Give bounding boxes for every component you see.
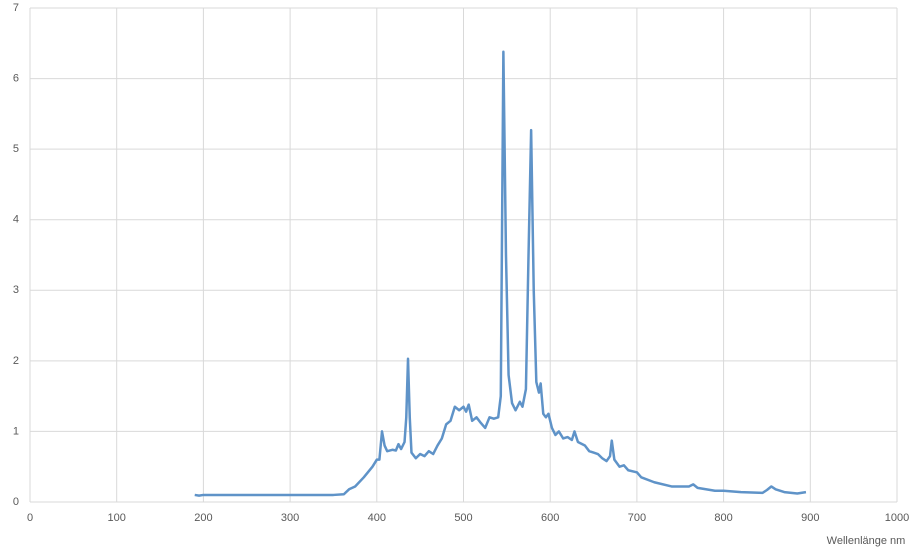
y-tick-label: 5 [13, 143, 19, 155]
x-tick-label: 800 [714, 512, 732, 524]
x-tick-label: 600 [541, 512, 559, 524]
x-tick-label: 700 [628, 512, 646, 524]
x-tick-label: 500 [454, 512, 472, 524]
y-tick-label: 1 [13, 425, 19, 437]
x-tick-label: 0 [27, 512, 33, 524]
y-tick-label: 7 [13, 2, 19, 14]
y-tick-label: 2 [13, 355, 19, 367]
x-tick-label: 900 [801, 512, 819, 524]
y-tick-label: 6 [13, 72, 19, 84]
x-tick-label: 1000 [885, 512, 909, 524]
y-tick-label: 0 [13, 496, 19, 508]
x-tick-label: 100 [108, 512, 126, 524]
y-tick-label: 3 [13, 284, 19, 296]
x-tick-label: 200 [194, 512, 212, 524]
y-tick-label: 4 [13, 214, 19, 226]
x-tick-label: 300 [281, 512, 299, 524]
x-axis-label: Wellenlänge nm [827, 535, 906, 547]
x-tick-label: 400 [368, 512, 386, 524]
data-line [194, 50, 807, 497]
